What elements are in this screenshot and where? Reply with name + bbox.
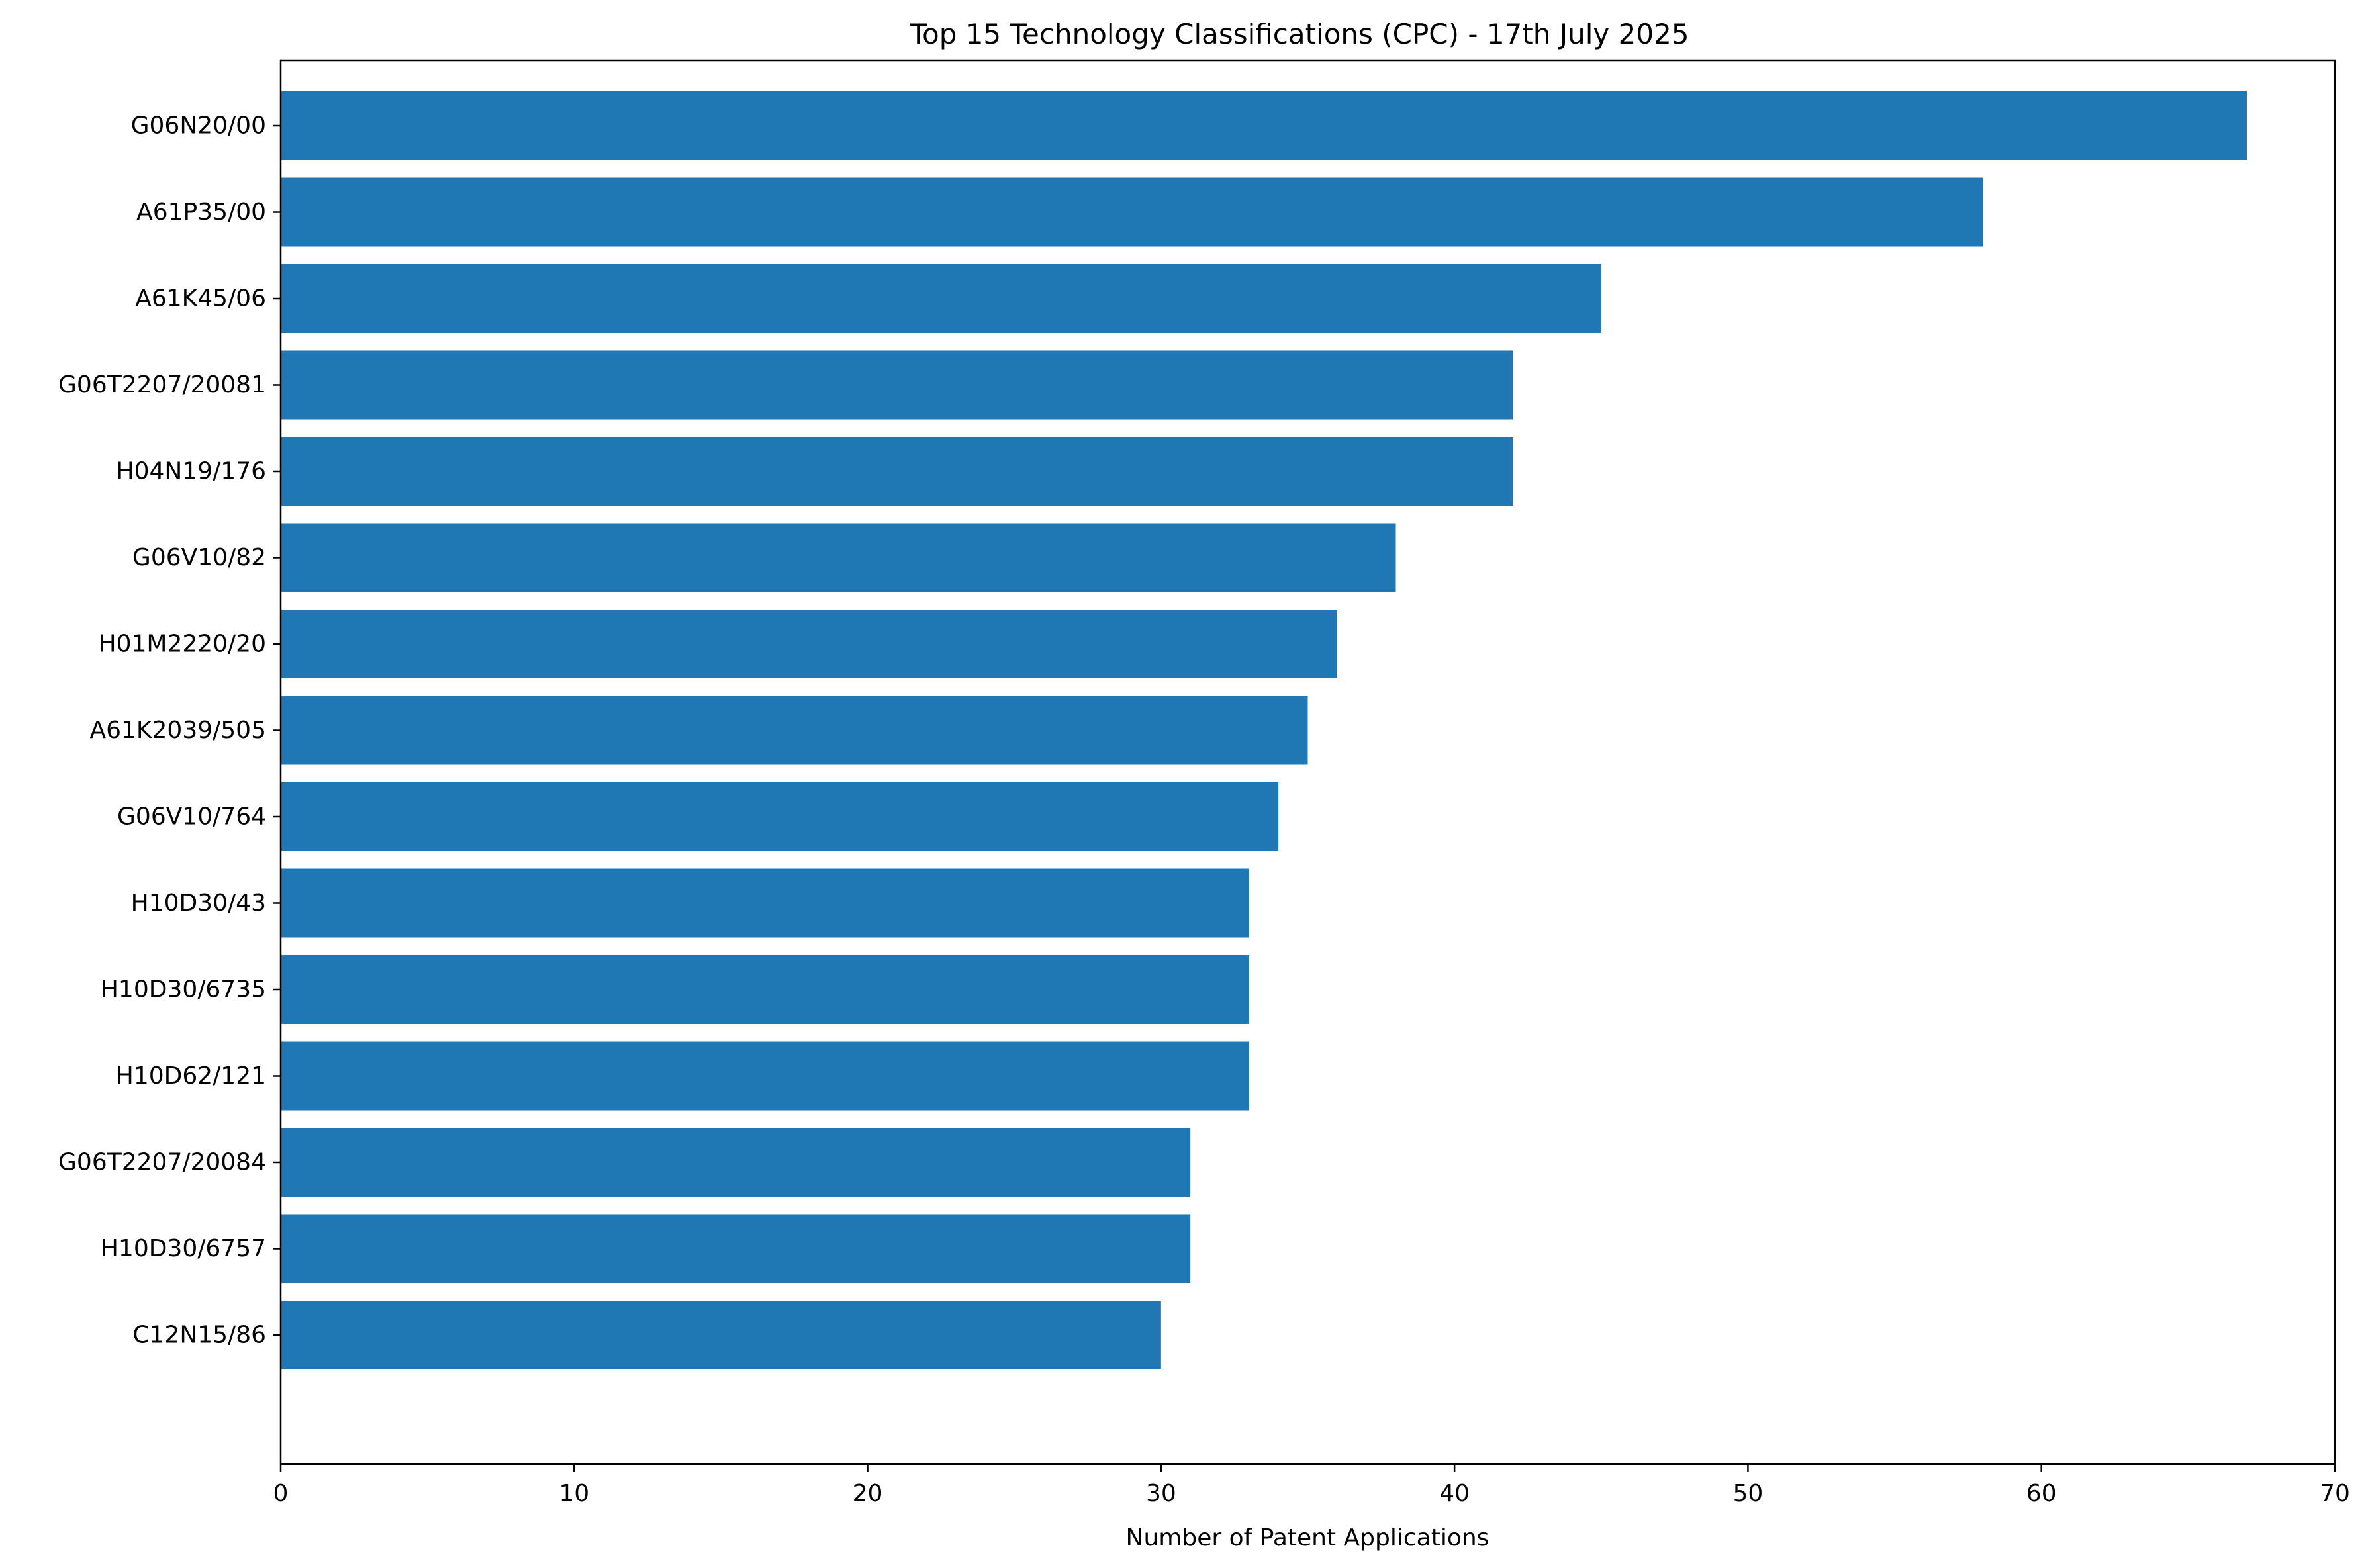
x-tick-label-5: 50: [1733, 1480, 1764, 1507]
y-tick-label-13: H10D30/6757: [101, 1235, 266, 1262]
bar-2: [281, 264, 1601, 333]
bar-8: [281, 782, 1278, 851]
y-tick-label-6: H01M2220/20: [99, 631, 267, 658]
x-tick-label-2: 20: [853, 1480, 883, 1507]
y-tick-label-3: G06T2207/20081: [58, 371, 266, 398]
x-axis-label: Number of Patent Applications: [1126, 1524, 1489, 1551]
y-tick-label-2: A61K45/06: [135, 285, 266, 312]
bar-3: [281, 351, 1513, 420]
bar-11: [281, 1042, 1249, 1111]
x-tick-label-6: 60: [2026, 1480, 2057, 1507]
bar-12: [281, 1128, 1190, 1197]
bar-13: [281, 1215, 1190, 1283]
x-tick-label-0: 0: [273, 1480, 289, 1507]
x-tick-label-3: 30: [1146, 1480, 1176, 1507]
y-tick-label-8: G06V10/764: [117, 804, 266, 831]
bar-7: [281, 696, 1308, 765]
bar-4: [281, 437, 1513, 506]
bar-10: [281, 955, 1249, 1024]
y-tick-label-11: H10D62/121: [116, 1062, 266, 1089]
y-axis: G06N20/00 A61P35/00 A61K45/06 G06T2207/2008…: [58, 113, 281, 1349]
y-tick-label-9: H10D30/43: [131, 890, 266, 917]
y-tick-label-10: H10D30/6735: [101, 976, 266, 1003]
y-tick-label-0: G06N20/00: [131, 113, 266, 140]
bar-6: [281, 610, 1337, 678]
bar-9: [281, 869, 1249, 938]
x-axis: 0 10 20 30 40 50 60 70: [273, 1464, 2350, 1507]
y-tick-label-4: H04N19/176: [117, 458, 266, 485]
x-tick-label-1: 10: [559, 1480, 589, 1507]
y-tick-label-1: A61P35/00: [136, 199, 266, 226]
x-tick-label-4: 40: [1439, 1480, 1470, 1507]
bar-5: [281, 524, 1395, 592]
x-tick-label-7: 70: [2320, 1480, 2350, 1507]
bar-0: [281, 91, 2247, 160]
y-tick-label-12: G06T2207/20084: [58, 1149, 266, 1176]
bar-14: [281, 1301, 1161, 1369]
y-tick-label-14: C12N15/86: [132, 1322, 266, 1349]
y-tick-label-7: A61K2039/505: [89, 717, 266, 744]
bars-layer: [281, 91, 2247, 1369]
bar-1: [281, 178, 1983, 247]
chart-title: Top 15 Technology Classifications (CPC) …: [909, 18, 1689, 50]
y-tick-label-5: G06V10/82: [132, 544, 266, 571]
